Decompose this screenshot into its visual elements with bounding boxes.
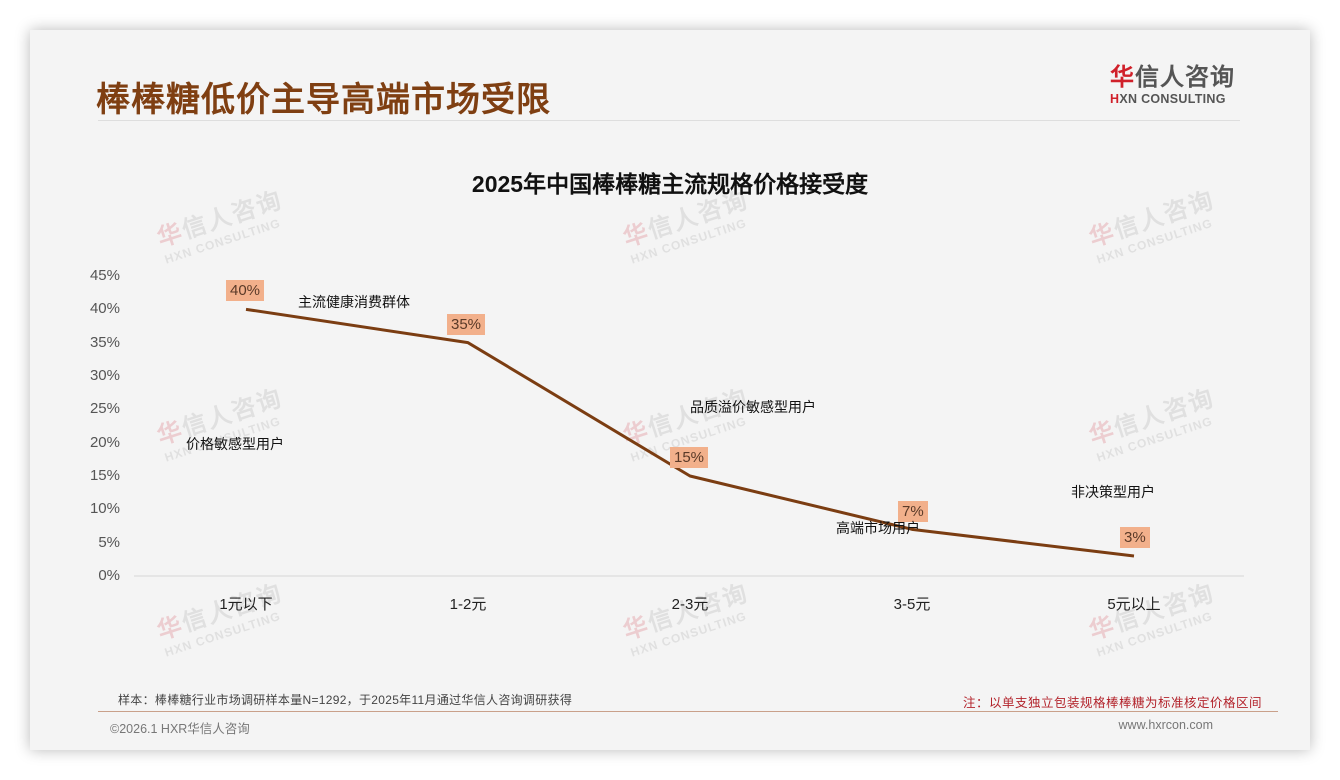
brand-logo: 华信人咨询 HXN CONSULTING bbox=[1110, 64, 1242, 106]
y-tick-label: 10% bbox=[89, 500, 120, 518]
data-label: 15% bbox=[670, 447, 709, 468]
y-tick-label: 20% bbox=[89, 433, 120, 451]
line-chart bbox=[134, 307, 1244, 577]
chart-title: 2025年中国棒棒糖主流规格价格接受度 bbox=[471, 171, 869, 197]
logo-cn-text: 信人咨询 bbox=[1135, 64, 1235, 91]
data-label: 35% bbox=[447, 313, 486, 335]
y-tick-label: 25% bbox=[89, 400, 120, 418]
series-line bbox=[245, 307, 1135, 558]
x-tick-label: 1-2元 bbox=[449, 596, 487, 613]
footnote: 注：以单支独立包装规格棒棒糖为标准核定价格区间 bbox=[962, 696, 1262, 710]
logo-en-mark: H bbox=[1110, 92, 1120, 106]
data-label: 7% bbox=[898, 501, 928, 523]
footer-divider bbox=[98, 711, 1278, 712]
annotation-non-decision: 非决策型用户 bbox=[1071, 484, 1155, 500]
x-tick-label: 5元以上 bbox=[1107, 596, 1161, 613]
y-tick-label: 5% bbox=[98, 533, 120, 551]
y-tick-label: 40% bbox=[89, 300, 120, 318]
data-label: 40% bbox=[226, 280, 265, 302]
slide: 棒棒糖低价主导高端市场受限 华信人咨询 HXN CONSULTING 华信人咨询… bbox=[30, 30, 1310, 750]
x-tick-label: 3-5元 bbox=[893, 596, 931, 613]
annotation-quality-premium: 品质溢价敏感型用户 bbox=[690, 399, 816, 415]
annotation-mainstream: 主流健康消费群体 bbox=[298, 294, 410, 310]
sample-note: 样本：棒棒糖行业市场调研样本量N=1292，于2025年11月通过华信人咨询调研… bbox=[118, 693, 573, 707]
y-tick-label: 30% bbox=[89, 367, 120, 384]
logo-en-text: XN CONSULTING bbox=[1119, 92, 1226, 106]
slide-title: 棒棒糖低价主导高端市场受限 bbox=[96, 81, 551, 119]
title-divider bbox=[98, 120, 1240, 121]
y-tick-label: 35% bbox=[89, 333, 120, 351]
data-label: 3% bbox=[1120, 527, 1150, 548]
annotation-high-end: 高端市场用户 bbox=[836, 520, 920, 536]
website-link[interactable]: www.hxrcon.com bbox=[1118, 718, 1213, 732]
x-tick-label: 2-3元 bbox=[671, 596, 709, 613]
y-tick-label: 15% bbox=[89, 467, 120, 484]
y-tick-label: 0% bbox=[98, 567, 120, 584]
copyright: ©2026.1 HXR华信人咨询 bbox=[110, 722, 250, 736]
annotation-price-sensitive: 价格敏感型用户 bbox=[186, 436, 284, 452]
x-tick-label: 1元以下 bbox=[219, 596, 273, 613]
logo-mark-icon: 华 bbox=[1110, 64, 1135, 91]
y-tick-label: 45% bbox=[89, 267, 120, 284]
